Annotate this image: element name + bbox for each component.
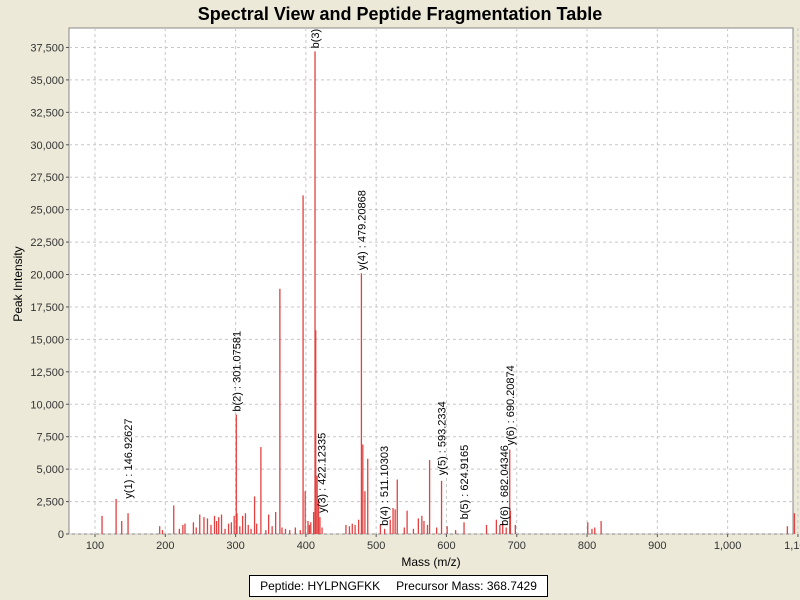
y-tick-label: 5,000 (36, 464, 64, 476)
x-tick-label: 400 (297, 540, 315, 552)
y-tick-label: 27,500 (30, 172, 64, 184)
y-tick-label: 25,000 (30, 205, 64, 217)
x-axis-label: Mass (m/z) (401, 555, 460, 569)
x-tick-label: 100 (86, 540, 104, 552)
y-tick-label: 10,000 (30, 399, 64, 411)
y-tick-label: 17,500 (30, 302, 64, 314)
x-tick-label: 900 (648, 540, 666, 552)
peak-annotation-label: y(4) : 479.20868 (357, 190, 369, 270)
y-tick-label: 20,000 (30, 270, 64, 282)
peak-annotation-label: b(6) : 682.04346 (499, 445, 511, 526)
x-tick-label: 500 (367, 540, 385, 552)
x-tick-label: 200 (156, 540, 174, 552)
y-tick-label: 37,500 (30, 42, 64, 54)
y-tick-label: 12,500 (30, 367, 64, 379)
y-axis: 0 2,500 5,000 7,500 10,000 12,500 15,000 17,500… (30, 42, 69, 541)
y-tick-label: 2,500 (36, 497, 64, 509)
y-tick-label: 7,500 (36, 432, 64, 444)
peptide-info-box: Peptide: HYLPNGFKK Precursor Mass: 368.7… (249, 575, 548, 597)
y-tick-label: 0 (58, 529, 64, 541)
peak-annotations: y(1) : 146.92627 b(2) : 301.07581 b(3) y(3)… (123, 29, 517, 526)
x-axis: 100 200 300 400 500 600 700 800 900 1,000 1,100 (86, 534, 800, 552)
peak-annotation-label: y(3) : 422.12335 (316, 433, 328, 513)
peak-annotation-label: y(6) : 690.20874 (505, 365, 517, 445)
precursor-mass-label: Precursor Mass: 368.7429 (396, 579, 537, 593)
x-tick-label: 1,000 (714, 540, 742, 552)
y-tick-label: 35,000 (30, 75, 64, 87)
y-tick-label: 22,500 (30, 237, 64, 249)
x-tick-label: 300 (226, 540, 244, 552)
x-tick-label: 600 (437, 540, 455, 552)
x-tick-label: 1,100 (784, 540, 800, 552)
plot-area (68, 27, 794, 535)
y-tick-label: 30,000 (30, 140, 64, 152)
y-tick-label: 15,000 (30, 334, 64, 346)
peak-annotation-label: b(3) (310, 29, 322, 49)
peak-annotation-label: b(5) : 624.9165 (459, 445, 471, 520)
peak-annotation-label: b(2) : 301.07581 (231, 331, 243, 412)
peaks (101, 51, 796, 534)
y-tick-label: 32,500 (30, 107, 64, 119)
y-axis-label: Peak Intensity (11, 246, 25, 321)
peak-annotation-label: y(1) : 146.92627 (123, 418, 135, 498)
peptide-label: Peptide: HYLPNGFKK (260, 579, 381, 593)
chart-title: Spectral View and Peptide Fragmentation … (198, 4, 602, 24)
peak-annotation-label: b(4) : 511.10303 (379, 446, 391, 526)
peak-annotation-label: y(5) : 593.2334 (437, 401, 449, 475)
x-tick-label: 800 (578, 540, 596, 552)
grid-lines (69, 28, 799, 535)
x-tick-label: 700 (508, 540, 526, 552)
